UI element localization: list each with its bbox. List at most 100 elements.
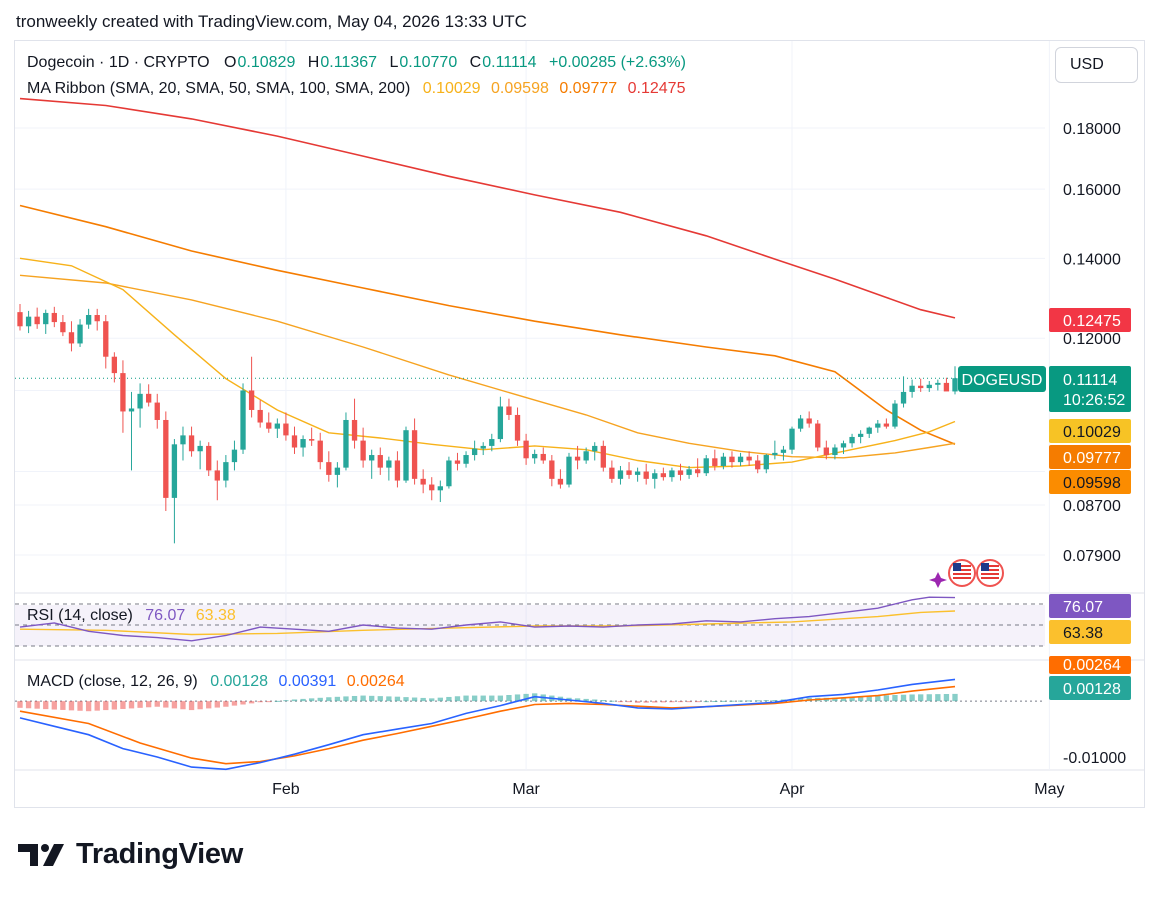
candle bbox=[883, 418, 890, 429]
candle-body bbox=[592, 445, 598, 452]
sma20-line bbox=[19, 257, 956, 469]
candle bbox=[103, 315, 109, 369]
macd-hist-bar bbox=[574, 698, 581, 702]
macd-hist-bar bbox=[463, 695, 469, 702]
macd-hist-bar bbox=[231, 701, 238, 706]
candle-body bbox=[660, 473, 667, 478]
macd-hist-bar bbox=[437, 697, 443, 702]
ma-ribbon-label[interactable]: MA Ribbon (SMA, 20, SMA, 50, SMA, 100, S… bbox=[27, 80, 411, 97]
candle bbox=[497, 396, 504, 443]
last-price-badge: 0.11114 10:26:52 bbox=[1049, 366, 1131, 412]
candle bbox=[617, 465, 624, 485]
macd-hist-bar bbox=[300, 698, 306, 702]
macd-hist-bar bbox=[772, 700, 778, 702]
candle-body bbox=[532, 453, 538, 459]
close-value: 0.11114 bbox=[482, 54, 537, 71]
macd-hist-bar bbox=[935, 694, 941, 702]
candle bbox=[532, 449, 538, 464]
flag-stripe bbox=[953, 577, 971, 579]
candle-body bbox=[266, 422, 272, 429]
candle bbox=[77, 319, 83, 347]
candle bbox=[918, 378, 924, 392]
macd-hist-value: 0.00128 bbox=[210, 673, 269, 690]
symbol-label[interactable]: Dogecoin · 1D · CRYPTO bbox=[27, 54, 210, 71]
macd-hist-bar bbox=[411, 697, 418, 702]
sma20-badge-text: 0.10029 bbox=[1063, 424, 1121, 441]
candle bbox=[454, 452, 461, 471]
rsi-ma-value: 63.38 bbox=[195, 607, 236, 624]
open-value: 0.10829 bbox=[237, 54, 296, 71]
macd-hist-bar bbox=[660, 701, 667, 703]
candle-body bbox=[849, 436, 855, 444]
candle bbox=[703, 455, 709, 477]
macd-hist-bar bbox=[703, 701, 709, 703]
grid-lines bbox=[15, 41, 1144, 771]
sma200-badge-bg bbox=[1049, 308, 1131, 332]
flag-stripe bbox=[981, 569, 999, 571]
sma100-badge-bg bbox=[1049, 445, 1131, 469]
sma100-line bbox=[19, 204, 956, 446]
candle-body bbox=[772, 452, 778, 456]
candle-body bbox=[231, 449, 238, 463]
candle bbox=[789, 426, 795, 454]
macd-hist-bar bbox=[952, 693, 958, 702]
macd-hist-bar bbox=[866, 696, 872, 702]
macd-line-value: 0.00391 bbox=[278, 673, 337, 690]
tradingview-logo-icon bbox=[18, 843, 64, 866]
candle-body bbox=[729, 456, 735, 463]
candle-body bbox=[25, 316, 32, 327]
candle-body bbox=[283, 423, 289, 436]
candle-body bbox=[497, 406, 504, 440]
symbol-badge: DOGEUSD bbox=[958, 366, 1046, 392]
macd-hist-bar bbox=[686, 701, 692, 703]
candle-body bbox=[326, 462, 332, 475]
currency-button[interactable]: USD bbox=[1055, 47, 1138, 83]
macd-hist-bar bbox=[918, 694, 924, 702]
rsi-label[interactable]: RSI (14, close) bbox=[27, 607, 133, 624]
macd-hist-bar bbox=[94, 701, 100, 711]
macd-pane[interactable] bbox=[15, 678, 1045, 771]
candle bbox=[463, 451, 469, 468]
candle bbox=[25, 310, 32, 334]
macd-hist-bar bbox=[240, 701, 246, 705]
candle-body bbox=[918, 385, 924, 389]
main-legend: Dogecoin · 1D · CRYPTO O0.10829 H0.11367… bbox=[27, 54, 692, 72]
candle bbox=[755, 455, 761, 474]
macd-hist-bar bbox=[420, 697, 426, 702]
candle bbox=[351, 398, 358, 449]
candle-body bbox=[574, 456, 581, 461]
last-price-text: 0.11114 bbox=[1063, 372, 1117, 389]
candle bbox=[446, 456, 452, 489]
symbol-badge-bg bbox=[958, 366, 1046, 392]
macd-hist-bar bbox=[489, 695, 495, 702]
tradingview-logo[interactable]: TradingView bbox=[18, 838, 243, 871]
macd-hist-bar bbox=[480, 695, 486, 702]
macd-hist-bar bbox=[609, 700, 615, 702]
candle bbox=[128, 391, 135, 471]
time-tick-label: May bbox=[1034, 781, 1064, 798]
candle bbox=[677, 463, 684, 481]
candle bbox=[875, 419, 881, 433]
candle bbox=[720, 452, 727, 470]
rsi-badge-bg bbox=[1049, 594, 1131, 618]
price-tick-label: 0.14000 bbox=[1063, 251, 1121, 268]
candle bbox=[377, 447, 383, 475]
candle-body bbox=[334, 467, 341, 475]
candle-body bbox=[566, 456, 572, 485]
price-tick-label: 0.08700 bbox=[1063, 498, 1121, 515]
countdown-text: 10:26:52 bbox=[1063, 392, 1125, 409]
candle-body bbox=[712, 458, 718, 466]
ma-legend: MA Ribbon (SMA, 20, SMA, 50, SMA, 100, S… bbox=[27, 80, 691, 98]
macd-label[interactable]: MACD (close, 12, 26, 9) bbox=[27, 673, 198, 690]
rsi-ma-badge-bg bbox=[1049, 620, 1131, 644]
rsi-pane[interactable] bbox=[15, 596, 1045, 647]
candle bbox=[574, 445, 581, 470]
macd-hist-bar bbox=[583, 698, 589, 702]
candle bbox=[763, 453, 769, 474]
price-pane[interactable] bbox=[15, 97, 1045, 588]
candle-body bbox=[540, 453, 546, 461]
candle bbox=[411, 418, 418, 485]
high-label: H bbox=[307, 54, 320, 71]
rsi-value: 76.07 bbox=[145, 607, 186, 624]
